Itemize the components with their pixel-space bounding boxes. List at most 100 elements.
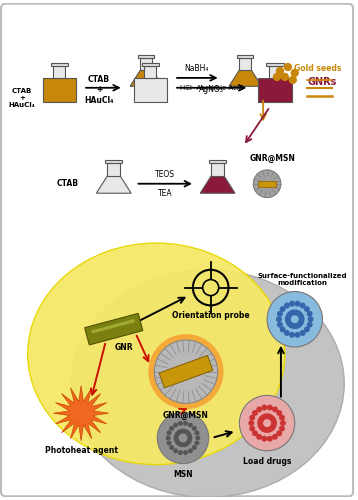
Circle shape [263, 427, 269, 433]
Circle shape [276, 316, 282, 322]
Circle shape [285, 314, 291, 320]
Circle shape [293, 323, 299, 329]
Circle shape [69, 402, 93, 425]
Circle shape [263, 414, 269, 420]
Circle shape [169, 426, 174, 431]
Text: GNR@MSN: GNR@MSN [163, 411, 209, 420]
Circle shape [252, 410, 258, 416]
Circle shape [284, 330, 290, 336]
Circle shape [256, 406, 262, 412]
Polygon shape [140, 58, 153, 70]
Polygon shape [237, 55, 253, 58]
Circle shape [271, 420, 277, 426]
Circle shape [277, 322, 283, 328]
Text: TEA: TEA [158, 188, 173, 198]
Circle shape [259, 416, 265, 422]
Circle shape [272, 406, 278, 412]
Circle shape [270, 416, 275, 422]
Circle shape [271, 418, 276, 424]
Circle shape [285, 316, 291, 322]
Polygon shape [50, 63, 68, 66]
Circle shape [261, 414, 267, 420]
Circle shape [183, 450, 188, 455]
Circle shape [179, 442, 184, 447]
Text: Photoheat agent: Photoheat agent [45, 446, 118, 455]
Polygon shape [134, 78, 167, 102]
Circle shape [157, 412, 209, 464]
Text: HCl  Ascorbic Acid: HCl Ascorbic Acid [180, 85, 243, 91]
FancyBboxPatch shape [1, 4, 353, 496]
Circle shape [279, 426, 285, 432]
Polygon shape [85, 314, 143, 345]
Circle shape [289, 300, 295, 306]
Circle shape [183, 421, 188, 426]
Polygon shape [240, 58, 251, 70]
Circle shape [257, 420, 263, 426]
Circle shape [279, 414, 285, 420]
Polygon shape [53, 66, 65, 78]
Circle shape [187, 438, 192, 443]
Polygon shape [200, 176, 235, 193]
Circle shape [195, 436, 200, 440]
Circle shape [281, 74, 288, 80]
Circle shape [173, 422, 178, 428]
Circle shape [174, 433, 179, 438]
Circle shape [298, 314, 304, 320]
Circle shape [252, 430, 258, 436]
Polygon shape [211, 163, 224, 176]
Circle shape [295, 300, 300, 306]
Circle shape [240, 396, 295, 451]
Ellipse shape [28, 243, 285, 464]
Circle shape [248, 420, 254, 426]
Circle shape [188, 436, 192, 440]
Circle shape [186, 431, 191, 436]
Circle shape [261, 404, 267, 410]
Circle shape [249, 414, 255, 420]
Circle shape [174, 438, 179, 443]
Polygon shape [266, 63, 284, 66]
Circle shape [261, 426, 267, 432]
Circle shape [291, 323, 296, 329]
Circle shape [265, 427, 271, 433]
Circle shape [188, 422, 193, 428]
Circle shape [293, 310, 299, 316]
Circle shape [291, 70, 298, 76]
Circle shape [192, 426, 197, 431]
Circle shape [173, 448, 178, 454]
Text: CTAB
+
HAuCl₄: CTAB + HAuCl₄ [84, 75, 114, 104]
Circle shape [148, 334, 223, 409]
Circle shape [154, 340, 218, 404]
Circle shape [276, 68, 284, 74]
Circle shape [308, 316, 314, 322]
Circle shape [184, 430, 189, 434]
Circle shape [295, 310, 301, 316]
Circle shape [297, 312, 303, 318]
Polygon shape [107, 163, 120, 176]
Circle shape [166, 440, 171, 446]
Circle shape [192, 445, 197, 450]
Text: TEOS: TEOS [155, 170, 175, 179]
Circle shape [194, 440, 199, 446]
Text: MSN: MSN [173, 470, 193, 478]
Polygon shape [130, 70, 163, 86]
Polygon shape [269, 66, 281, 78]
Polygon shape [229, 70, 262, 86]
Circle shape [300, 330, 306, 336]
Circle shape [166, 430, 171, 436]
Circle shape [188, 448, 193, 454]
Circle shape [184, 442, 189, 446]
Circle shape [267, 426, 274, 432]
Circle shape [307, 322, 313, 328]
Circle shape [271, 422, 276, 428]
Circle shape [304, 326, 310, 332]
Circle shape [280, 326, 286, 332]
Circle shape [194, 430, 199, 436]
Text: AgNO₃: AgNO₃ [199, 84, 224, 94]
Circle shape [276, 410, 282, 416]
Circle shape [178, 450, 183, 455]
Circle shape [304, 306, 310, 312]
Circle shape [289, 332, 295, 338]
Circle shape [177, 442, 182, 446]
Polygon shape [43, 78, 76, 102]
Polygon shape [105, 160, 122, 163]
